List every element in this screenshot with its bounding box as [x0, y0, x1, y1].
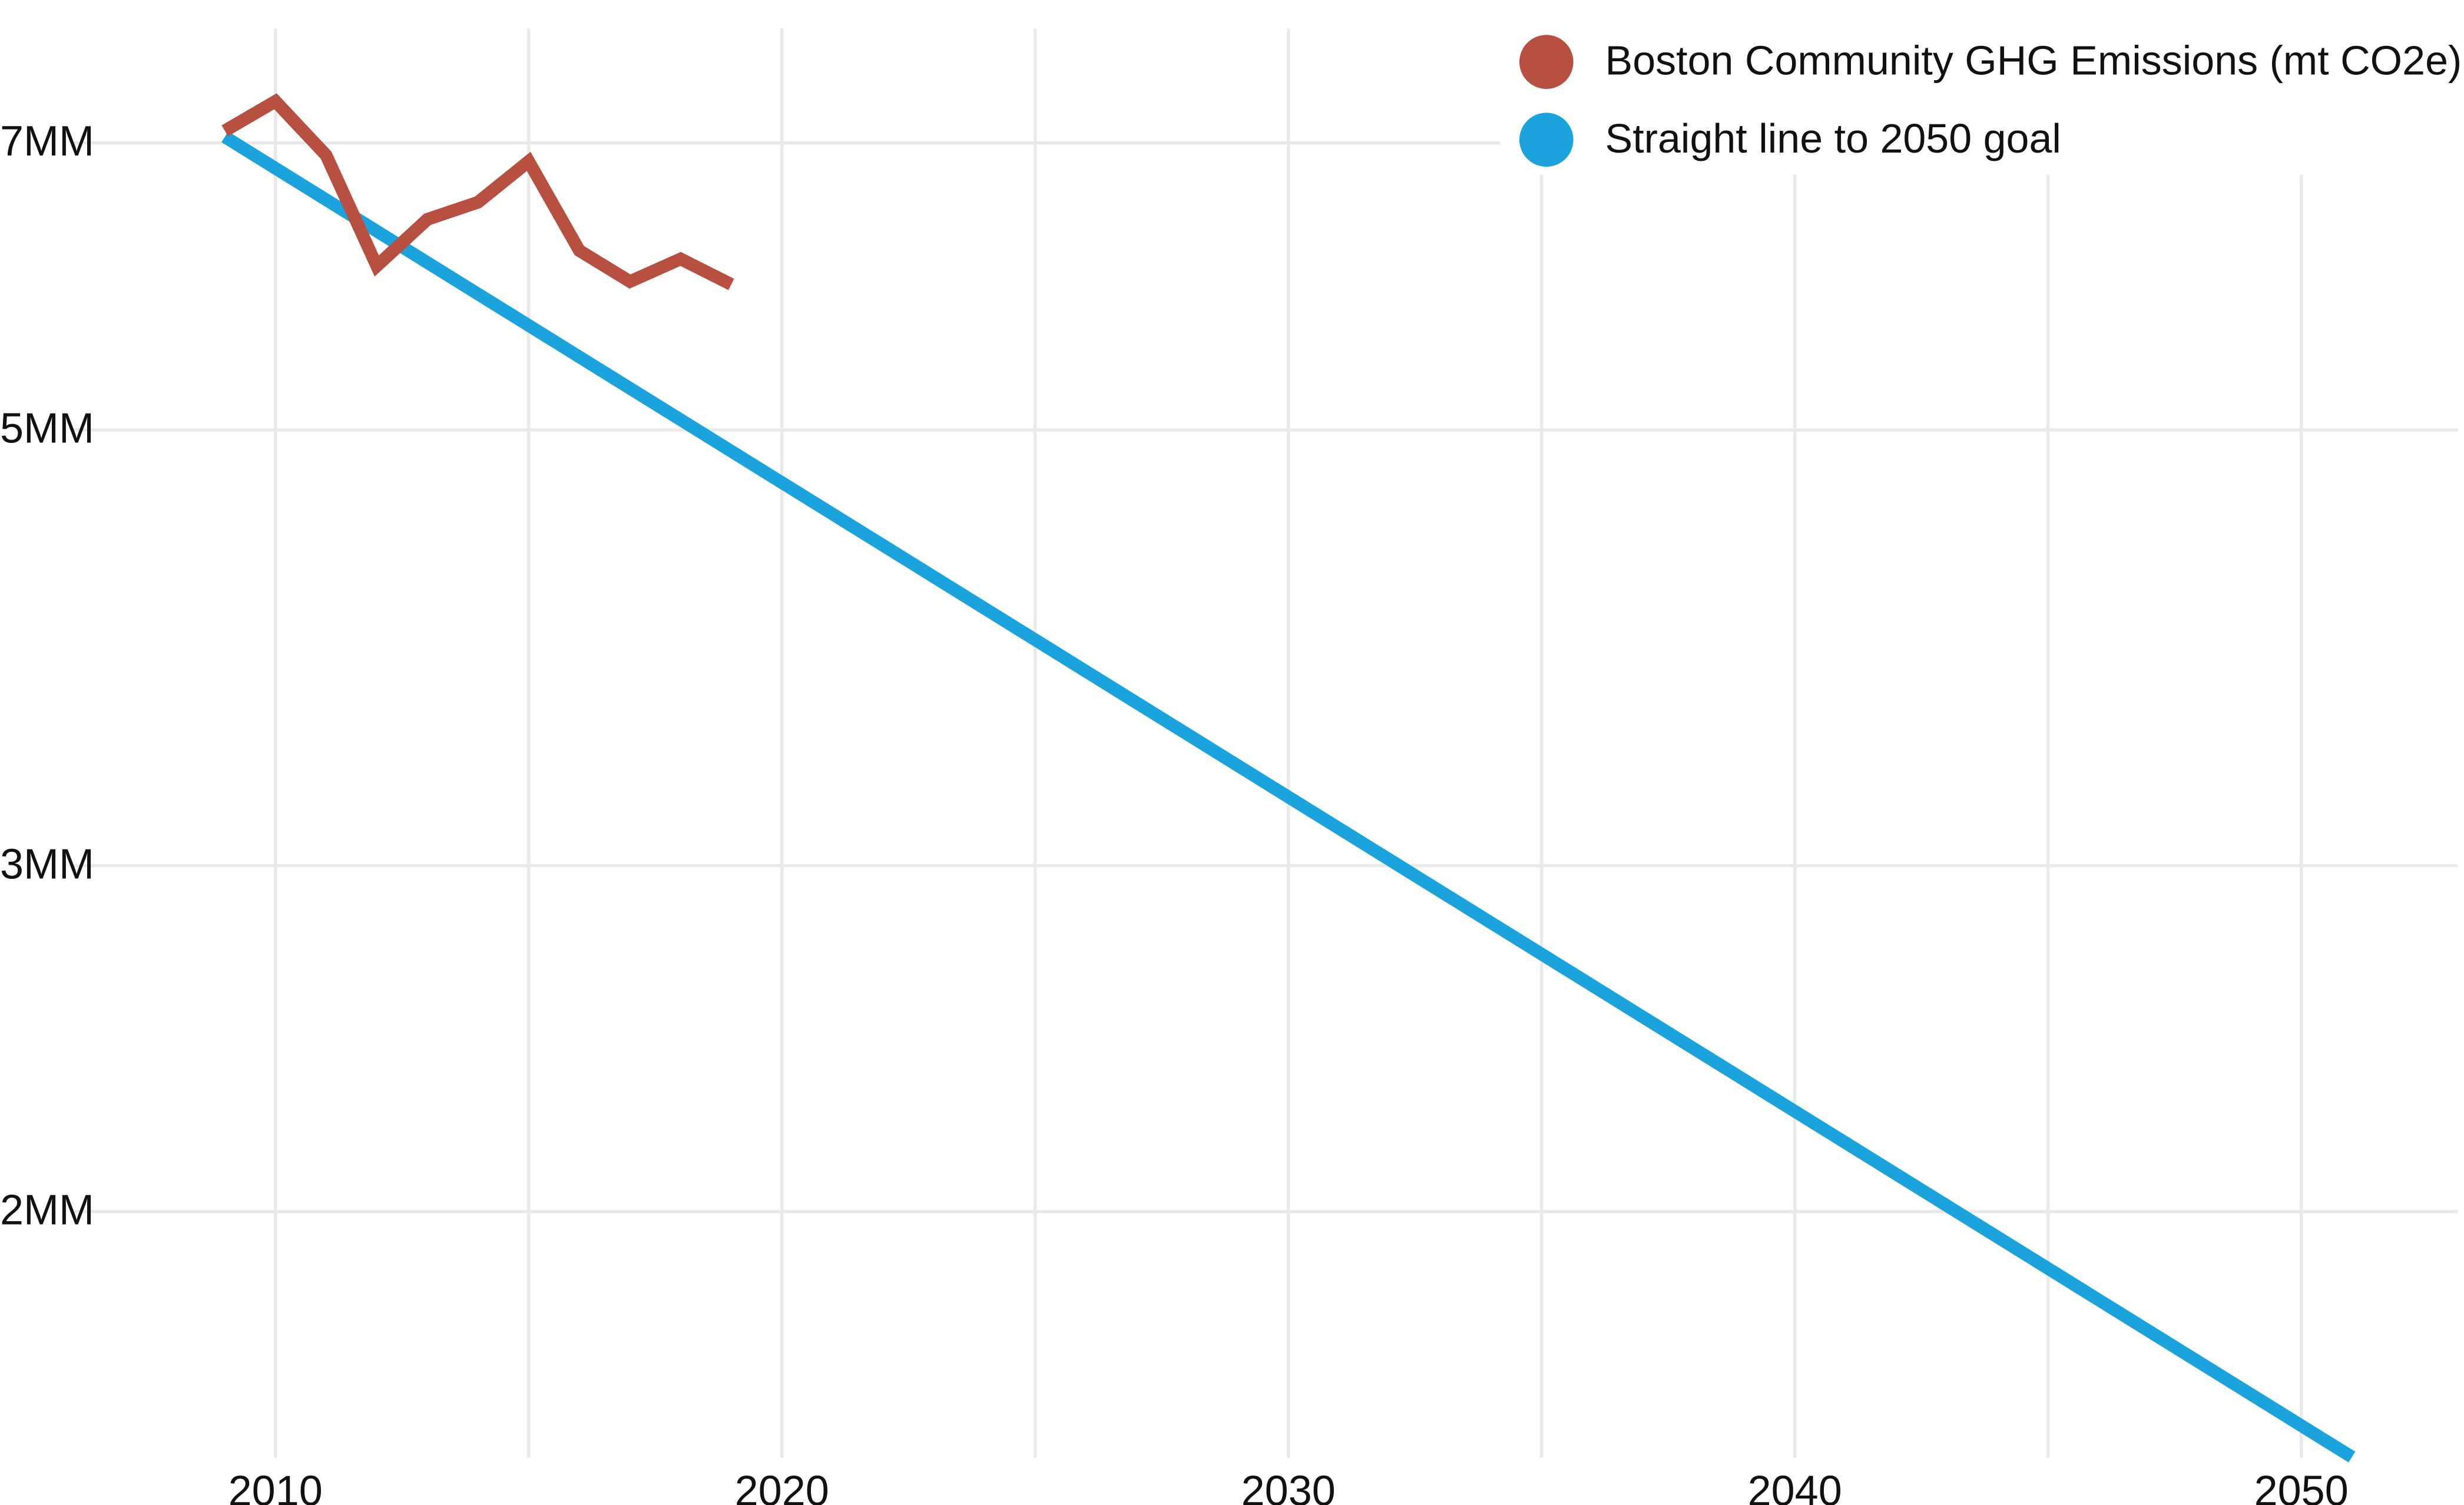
grid: [71, 28, 2458, 1458]
series-line: [221, 93, 734, 290]
x-axis: 2010 2020 2030 2040 2050: [228, 1468, 2349, 1505]
y-tick-label: 3MM: [0, 841, 94, 888]
legend-label: Boston Community GHG Emissions (mt CO2e): [1605, 38, 2462, 84]
x-tick-label: 2050: [2254, 1468, 2349, 1505]
legend-marker: [1519, 113, 1574, 167]
y-tick-label: 2MM: [0, 1187, 94, 1234]
y-tick-label: 5MM: [0, 405, 94, 452]
legend-background: [1500, 24, 2461, 175]
series-layer: [221, 93, 2356, 1463]
series-line: [221, 131, 2356, 1463]
y-tick-label: 7MM: [0, 118, 94, 165]
legend: Boston Community GHG Emissions (mt CO2e)…: [1500, 24, 2462, 175]
x-tick-label: 2030: [1241, 1468, 1336, 1505]
legend-marker: [1519, 35, 1574, 89]
x-tick-label: 2020: [735, 1468, 829, 1505]
y-axis: 2MM 3MM 5MM 7MM: [0, 118, 94, 1233]
x-tick-label: 2040: [1748, 1468, 1842, 1505]
x-tick-label: 2010: [228, 1468, 323, 1505]
legend-label: Straight line to 2050 goal: [1605, 115, 2061, 161]
